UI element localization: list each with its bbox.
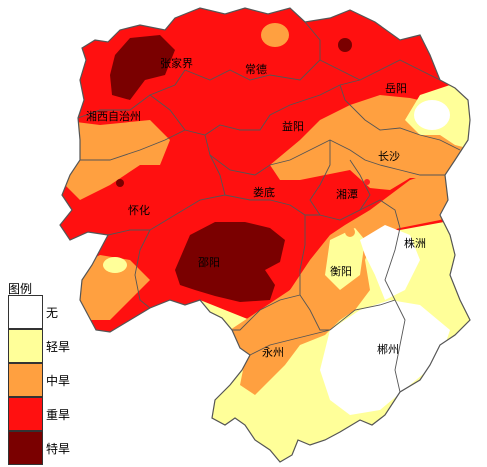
city-label-shaoyang: 邵阳 [198, 256, 220, 269]
city-label-yiyang: 益阳 [282, 119, 304, 133]
legend-swatch-moderate [8, 363, 43, 397]
legend: 无 轻旱 中旱 重旱 特旱 [8, 295, 80, 465]
none-region-chenzhou [320, 300, 450, 415]
legend-label-extreme: 特旱 [46, 442, 71, 456]
legend-item-moderate: 中旱 [8, 363, 80, 397]
extreme-spot-west [116, 179, 124, 187]
legend-label-moderate: 中旱 [46, 374, 71, 388]
legend-item-light: 轻旱 [8, 329, 80, 363]
moderate-region-west [60, 120, 170, 200]
city-label-huaihua: 怀化 [128, 203, 150, 217]
city-label-loudi: 娄底 [253, 185, 275, 199]
legend-swatch-none [8, 295, 43, 329]
city-labels: 张家界 常德 岳阳 湘西自治州 益阳 长沙 怀化 娄底 湘潭 株洲 邵阳 衡阳 … [86, 56, 426, 359]
city-label-chenzhou: 郴州 [377, 342, 399, 356]
legend-swatch-extreme [8, 431, 43, 465]
city-label-changsha: 长沙 [378, 150, 400, 163]
legend-title: 图例 [8, 282, 33, 296]
city-label-hengyang: 衡阳 [330, 265, 352, 278]
province-outline [59, 7, 471, 463]
legend-label-light: 轻旱 [46, 340, 71, 354]
extreme-region-zhangjiajie [110, 35, 175, 100]
moderate-spot-changde [261, 23, 289, 47]
city-label-changde: 常德 [245, 62, 267, 76]
city-label-xiangtan: 湘潭 [336, 187, 358, 201]
legend-item-severe: 重旱 [8, 397, 80, 431]
city-label-zhuzhou: 株洲 [404, 236, 426, 250]
legend-swatch-severe [8, 397, 43, 431]
city-label-yongzhou: 永州 [262, 345, 284, 359]
legend-item-extreme: 特旱 [8, 431, 80, 465]
light-region-hengyang [325, 228, 365, 290]
moderate-spot-xiangtan [345, 227, 355, 237]
legend-item-none: 无 [8, 295, 80, 329]
legend-swatch-light [8, 329, 43, 363]
capital-marker [364, 179, 370, 185]
none-region-zhuzhou [360, 225, 420, 300]
moderate-region-southwest [70, 255, 150, 320]
city-label-yueyang: 岳阳 [385, 82, 407, 95]
city-label-zhangjiajie: 张家界 [160, 56, 193, 70]
city-label-xiangxi: 湘西自治州 [86, 109, 141, 123]
extreme-spot-north [338, 38, 352, 52]
prefecture-boundaries [77, 21, 461, 393]
extreme-region-shaoyang [175, 222, 285, 302]
moderate-spot-huaihua [103, 257, 127, 273]
legend-label-none: 无 [46, 306, 59, 320]
none-region-yueyang [414, 100, 450, 130]
legend-label-severe: 重旱 [46, 408, 71, 422]
